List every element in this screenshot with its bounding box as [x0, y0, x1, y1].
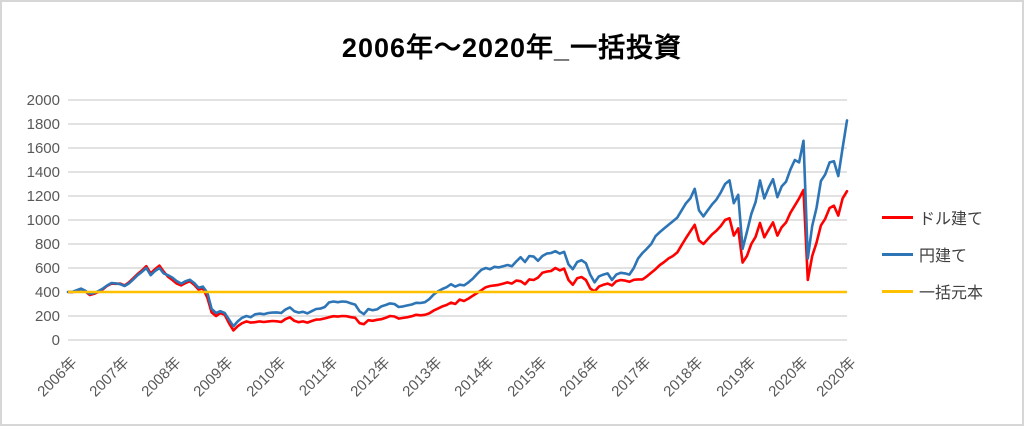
y-tick-label: 1200	[26, 188, 60, 205]
yen-series-swatch-icon	[882, 252, 913, 256]
principal-series-swatch-icon	[882, 289, 913, 293]
legend-label-principal: 一括元本	[919, 285, 984, 302]
y-tick-label: 200	[34, 308, 60, 325]
legend-item-principal: 一括元本	[882, 279, 983, 303]
y-tick-label: 800	[34, 236, 60, 253]
legend-item-dollar: ドル建て	[882, 205, 983, 229]
chart-title: 2006年～2020年_一括投資	[341, 33, 683, 63]
legend-label-dollar: ドル建て	[919, 211, 984, 228]
y-tick-label: 2000	[26, 92, 60, 109]
y-tick-label: 400	[34, 284, 60, 301]
y-tick-label: 0	[51, 332, 60, 349]
y-tick-label: 1600	[26, 140, 60, 157]
legend-label-yen: 円建て	[919, 248, 968, 265]
y-tick-label: 600	[34, 260, 60, 277]
legend: ドル建て 円建て 一括元本	[882, 205, 983, 303]
y-tick-label: 1000	[26, 212, 60, 229]
y-tick-label: 1400	[26, 164, 60, 181]
series-line	[66, 188, 849, 332]
series-line	[66, 119, 849, 328]
y-tick-label: 1800	[26, 116, 60, 133]
dollar-series-swatch-icon	[882, 215, 913, 219]
legend-item-yen: 円建て	[882, 242, 983, 266]
